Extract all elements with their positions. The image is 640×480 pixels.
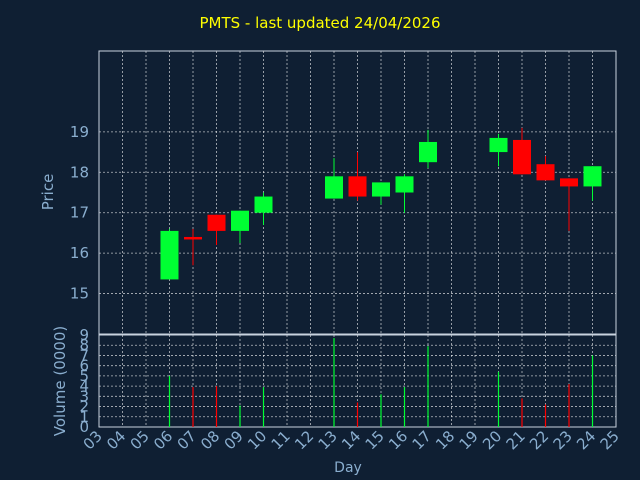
volume-tick-label: 8 [79,336,89,354]
chart-title: PMTS - last updated 24/04/2026 [199,14,441,32]
volume-tick-label: 2 [79,398,89,416]
day-tick-label: 22 [526,427,552,453]
candle-body [348,176,367,197]
candle-body [536,164,555,181]
candle-body [372,182,390,197]
day-axis-label: Day [334,460,362,476]
day-tick-label: 04 [103,427,129,453]
day-tick-label: 10 [244,427,270,453]
day-tick-label: 17 [409,427,435,453]
day-tick-label: 20 [479,427,505,453]
volume-tick-label: 4 [79,377,89,395]
price-tick-label: 15 [70,285,89,303]
day-tick-label: 24 [573,427,599,453]
candle-body [419,141,437,163]
day-tick-label: 18 [432,427,458,453]
candle-body [489,137,508,153]
volume-tick-label: 7 [79,346,89,364]
day-tick-label: 21 [503,427,529,453]
volume-axis-label: Volume (0000) [51,326,69,436]
candle-body [513,139,531,175]
price-tick-label: 16 [70,244,89,262]
day-tick-label: 13 [315,427,341,453]
volume-tick-label: 1 [79,408,89,426]
day-tick-label: 08 [197,427,223,453]
candle-body [325,176,343,199]
candle-body [254,196,273,213]
price-axis-label: Price [39,174,57,211]
candle-body [560,178,578,187]
day-tick-label: 07 [174,427,200,453]
volume-tick-label: 0 [79,418,89,436]
price-tick-label: 19 [70,123,89,141]
day-tick-label: 09 [221,427,247,453]
candles [160,127,602,280]
day-tick-label: 23 [550,427,576,453]
candle-body [184,236,202,240]
candle-body [231,210,249,231]
day-axis-ticks: 0304050607080910111213141516171819202122… [80,427,623,453]
candle-body [583,166,602,187]
volume-bars [168,338,594,427]
price-panel-border [98,50,617,335]
price-tick-label: 17 [70,204,89,222]
volume-tick-label: 6 [79,357,89,375]
price-tick-label: 18 [70,163,89,181]
day-tick-label: 11 [268,427,294,453]
day-tick-label: 14 [338,427,364,453]
volume-tick-label: 9 [79,326,89,344]
day-tick-label: 05 [127,427,153,453]
day-tick-label: 06 [150,427,176,453]
candle-body [395,176,414,193]
day-tick-label: 15 [362,427,388,453]
volume-tick-label: 5 [79,367,89,385]
day-tick-label: 19 [456,427,482,453]
candle-body [207,214,226,231]
day-tick-label: 12 [291,427,317,453]
volume-tick-label: 3 [79,387,89,405]
day-tick-label: 16 [385,427,411,453]
price-axis-ticks: 15 16 17 18 19 [70,123,89,303]
day-tick-label: 25 [597,427,623,453]
candle-body [160,230,179,280]
